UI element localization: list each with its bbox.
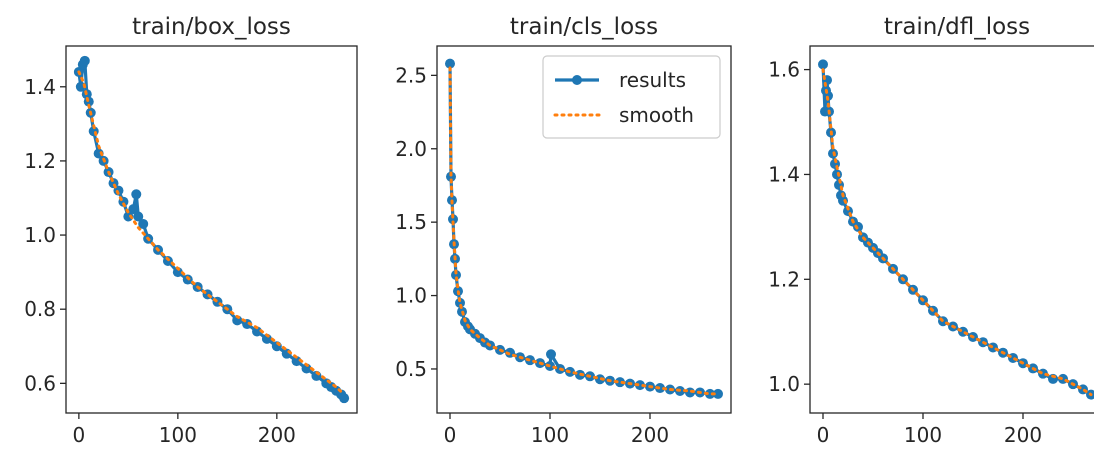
y-tick-label: 1.0 — [768, 372, 800, 396]
subplot-box-loss: train/box_loss 0 100 200 0.6 0.8 1.0 1.2 1.4 — [24, 14, 358, 447]
y-tick-label: 1.4 — [768, 162, 800, 186]
y-tick-label: 1.2 — [24, 149, 56, 173]
results-point — [291, 356, 302, 367]
y-tick-label: 1.5 — [395, 210, 427, 234]
results-point — [546, 349, 556, 360]
results-point — [713, 388, 723, 399]
legend-box — [542, 55, 721, 139]
subplot-dfl-loss: train/dfl_loss 0 100 200 1.0 1.2 1.4 1.6 — [768, 14, 1094, 447]
legend-results-marker — [572, 75, 582, 85]
x-tick-label: 0 — [73, 423, 86, 447]
y-tick-label: 2.5 — [395, 63, 427, 87]
results-point — [455, 297, 465, 308]
legend-results-label: results — [619, 68, 686, 92]
x-tick-label: 100 — [531, 423, 569, 447]
results-point — [446, 171, 456, 182]
results-point — [252, 326, 263, 337]
results-point — [818, 59, 828, 70]
results-point — [451, 270, 461, 281]
y-tick-label: 0.6 — [24, 371, 56, 395]
smooth-line — [448, 66, 720, 396]
results-point — [128, 204, 139, 215]
results-point — [138, 218, 149, 229]
x-tick-label: 0 — [444, 423, 457, 447]
results-point — [448, 214, 458, 225]
y-tick-label: 1.4 — [24, 75, 56, 99]
chart-title: train/dfl_loss — [884, 14, 1030, 40]
legend-smooth-label: smooth — [619, 103, 694, 127]
results-point — [705, 388, 715, 399]
results-point — [339, 393, 350, 404]
plot-area — [818, 59, 1094, 400]
smooth-line — [77, 70, 346, 396]
x-tick-label: 200 — [258, 423, 296, 447]
y-tick-label: 1.6 — [768, 58, 800, 82]
plot-area — [73, 55, 350, 404]
results-point — [832, 169, 842, 180]
y-tick-label: 0.5 — [395, 357, 427, 381]
x-tick-label: 200 — [1004, 423, 1042, 447]
y-tick-label: 1.0 — [395, 284, 427, 308]
legend: results smooth — [542, 55, 721, 139]
results-point — [133, 211, 144, 222]
chart-title: train/box_loss — [132, 14, 291, 40]
y-tick-label: 1.0 — [24, 223, 56, 247]
results-point — [615, 377, 625, 388]
results-line — [77, 59, 346, 400]
chart-title: train/cls_loss — [510, 14, 658, 40]
x-tick-label: 100 — [159, 423, 197, 447]
smooth-line — [821, 68, 1093, 397]
results-line — [821, 64, 1092, 396]
y-tick-label: 0.8 — [24, 297, 56, 321]
axes-frame — [65, 45, 358, 414]
results-point — [445, 58, 455, 69]
x-tick-label: 100 — [904, 423, 942, 447]
y-tick-label: 2.0 — [395, 137, 427, 161]
results-point — [79, 55, 90, 66]
results-point — [172, 267, 183, 278]
plot-area — [445, 58, 723, 399]
x-tick-label: 0 — [817, 423, 830, 447]
results-point — [123, 211, 134, 222]
results-point — [93, 148, 104, 159]
results-point — [635, 380, 645, 391]
axes-frame — [809, 45, 1094, 414]
x-tick-label: 200 — [631, 423, 669, 447]
y-tick-label: 1.2 — [768, 267, 800, 291]
results-point — [301, 363, 312, 374]
results-point — [131, 189, 142, 200]
subplot-cls-loss: train/cls_loss 0 100 200 0.5 1.0 1.5 2.0 2.5 resu… — [395, 14, 732, 447]
axes-frame — [436, 45, 732, 414]
